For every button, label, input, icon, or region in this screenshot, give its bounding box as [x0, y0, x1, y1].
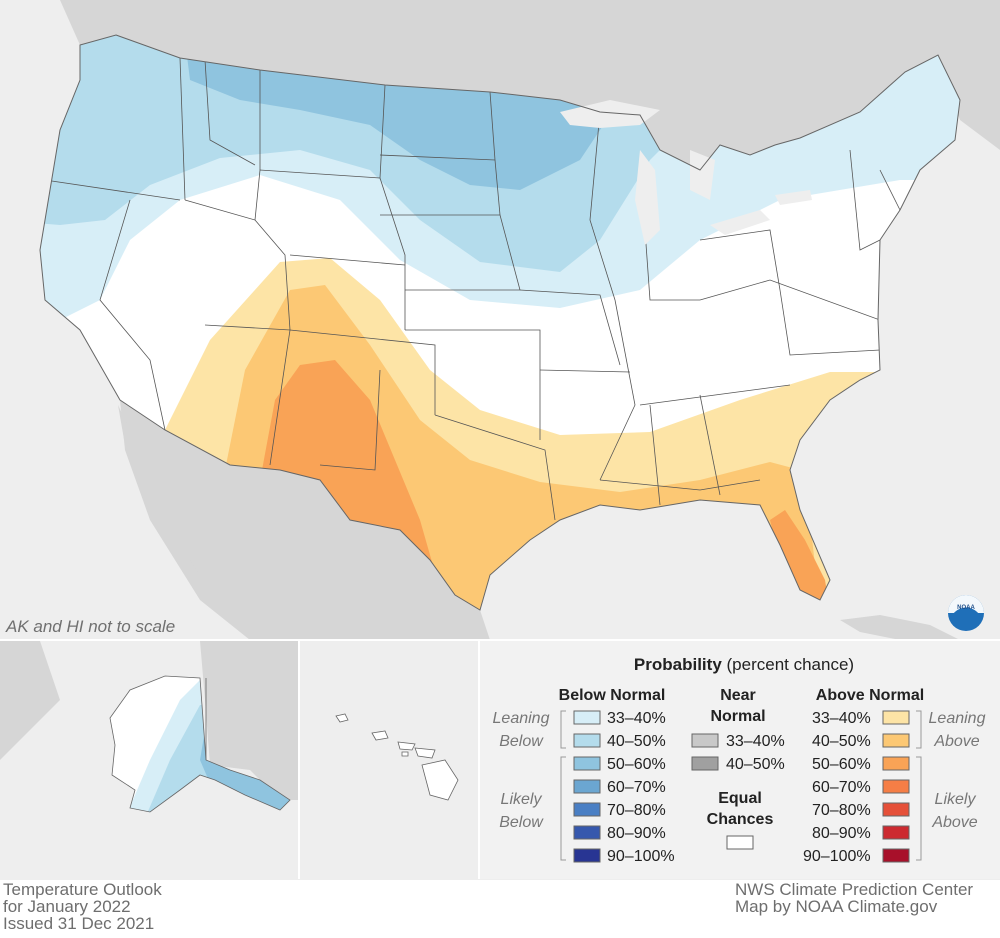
leaning-above-label-1: Leaning — [929, 710, 986, 727]
leaning-below-label-2: Below — [499, 733, 544, 750]
above-label-3: 60–70% — [812, 779, 871, 796]
below-normal-header: Below Normal — [559, 687, 666, 704]
hawaii-panel — [300, 641, 478, 879]
state-borders — [44, 57, 901, 521]
above-label-1: 40–50% — [812, 733, 871, 750]
canada-yukon-landmass — [200, 641, 298, 800]
below-label-0: 33–40% — [607, 710, 666, 727]
above-label-2: 50–60% — [812, 756, 871, 773]
equal-chances-label-2: Chances — [707, 811, 774, 828]
russia-landmass — [0, 641, 60, 760]
legend: Probability (percent chance) Below Norma… — [493, 655, 986, 865]
noaa-logo-text: NOAA — [957, 605, 975, 611]
mexico-landmass — [120, 400, 490, 640]
above-swatch-2 — [882, 756, 910, 771]
outlook-issued: Issued 31 Dec 2021 — [3, 914, 155, 933]
above-swatch-5 — [882, 825, 910, 840]
credit-mapmaker: Map by NOAA Climate.gov — [735, 897, 938, 916]
above-normal-header: Above Normal — [816, 687, 924, 704]
below-swatch-1 — [573, 733, 601, 748]
credit-source: NWS Climate Prediction Center — [735, 880, 974, 899]
outlook-title-block: Temperature Outlook for January 2022 Iss… — [3, 881, 162, 932]
below-label-1: 40–50% — [607, 733, 666, 750]
credit-block: NWS Climate Prediction Center Map by NOA… — [735, 881, 973, 915]
above-label-5: 80–90% — [812, 825, 871, 842]
below-swatch-2 — [573, 756, 601, 771]
below-swatch-3 — [573, 779, 601, 794]
scale-note: AK and HI not to scale — [5, 617, 175, 636]
above-swatch-3 — [882, 779, 910, 794]
baja-peninsula — [118, 405, 200, 575]
leaning-below-label-1: Leaning — [493, 710, 550, 727]
legend-title: Probability (percent chance) — [634, 655, 854, 674]
leaning-above-label-2: Above — [933, 733, 979, 750]
near-normal-header-2: Normal — [710, 708, 765, 725]
lake-huron — [690, 150, 715, 200]
below-swatch-5 — [573, 825, 601, 840]
above-label-6: 90–100% — [803, 848, 871, 865]
likely-below-label-2: Below — [499, 814, 544, 831]
conus-outline — [39, 34, 961, 611]
below-swatch-4 — [573, 802, 601, 817]
likely-above-label-2: Above — [931, 814, 977, 831]
above-swatch-1 — [882, 733, 910, 748]
equal-chances-label-1: Equal — [718, 790, 762, 807]
above-50-60-region-florida — [770, 510, 830, 610]
likely-below-label-1: Likely — [501, 791, 543, 808]
lake-michigan — [635, 150, 660, 245]
above-swatch-6 — [882, 848, 910, 863]
below-label-4: 70–80% — [607, 802, 666, 819]
near-normal-header-1: Near — [720, 687, 756, 704]
near-swatch-0 — [691, 733, 719, 748]
temperature-outlook-map: AK and HI not to scale NOAA Probability … — [0, 0, 1000, 880]
below-swatch-0 — [573, 710, 601, 725]
equal-chances-swatch — [726, 835, 754, 850]
hawaii-islands — [335, 713, 459, 801]
below-label-3: 60–70% — [607, 779, 666, 796]
lake-erie — [710, 210, 770, 235]
below-label-5: 80–90% — [607, 825, 666, 842]
canada-landmass — [60, 0, 1000, 170]
near-label-0: 33–40% — [726, 733, 785, 750]
above-swatch-4 — [882, 802, 910, 817]
above-label-0: 33–40% — [812, 710, 871, 727]
lake-ontario — [775, 190, 812, 205]
outlook-period: for January 2022 — [3, 897, 131, 916]
likely-above-label-1: Likely — [935, 791, 977, 808]
cuba-island — [840, 615, 960, 640]
below-swatch-6 — [573, 848, 601, 863]
outlook-title: Temperature Outlook — [3, 880, 162, 899]
noaa-logo: NOAA — [948, 595, 984, 631]
above-swatch-0 — [882, 710, 910, 725]
below-label-6: 90–100% — [607, 848, 675, 865]
below-label-2: 50–60% — [607, 756, 666, 773]
above-label-4: 70–80% — [812, 802, 871, 819]
near-label-1: 40–50% — [726, 756, 785, 773]
near-swatch-1 — [691, 756, 719, 771]
